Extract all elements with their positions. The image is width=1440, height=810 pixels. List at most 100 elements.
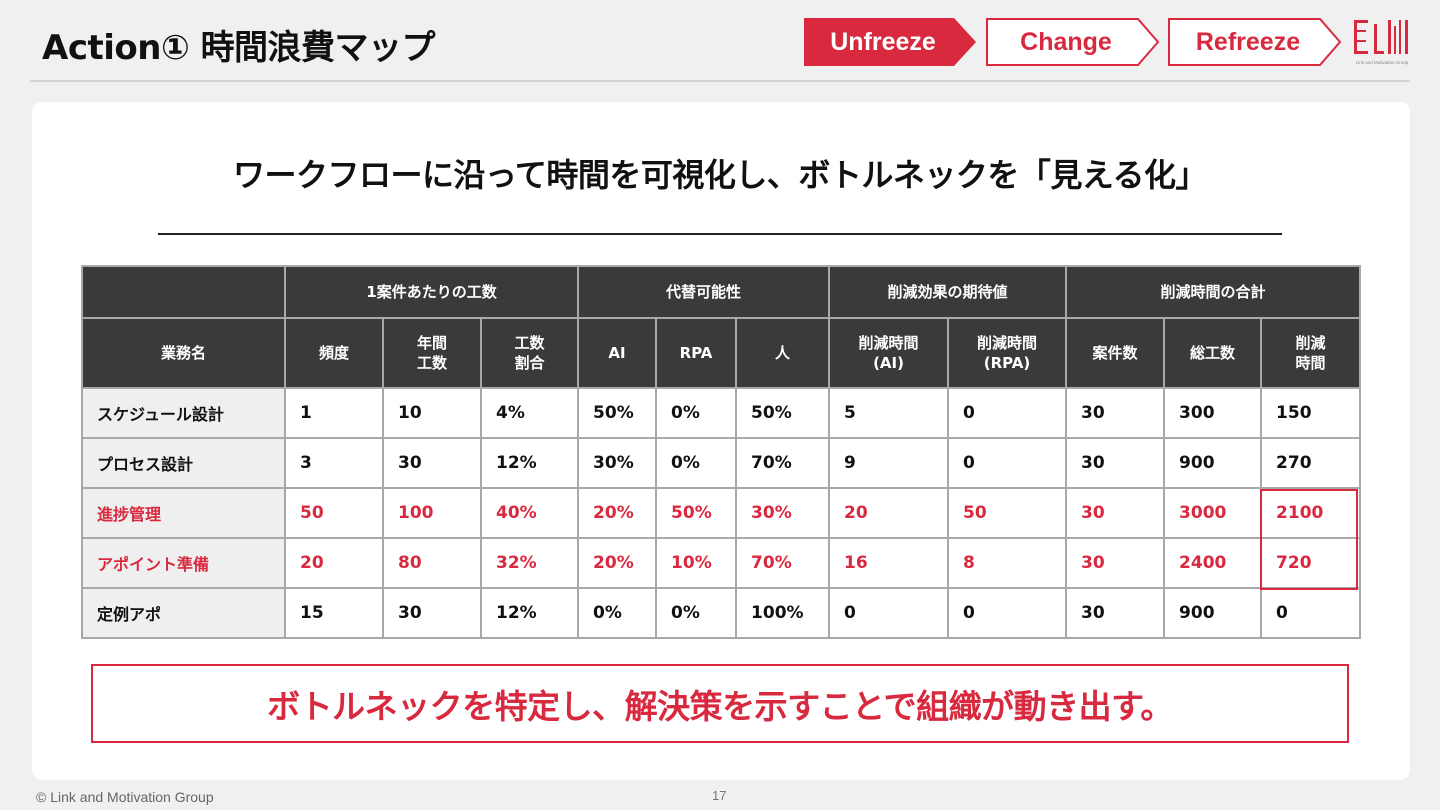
group-header-effort: 1案件あたりの工数 [283, 265, 580, 319]
column-header: 人 [735, 317, 831, 389]
group-header-expected-reduction: 削減効果の期待値 [828, 265, 1068, 319]
table-cell: 50% [577, 387, 658, 439]
column-header: 工数 割合 [479, 317, 580, 389]
table-cell: 900 [1163, 587, 1263, 639]
table-cell: 270 [1260, 437, 1362, 489]
column-header: 案件数 [1065, 317, 1166, 389]
table-cell: 0% [655, 387, 738, 439]
table-cell: 150 [1260, 387, 1362, 439]
group-header-empty [81, 265, 286, 319]
step-refreeze-arrow [1168, 18, 1342, 66]
table-cell: 3 [284, 437, 384, 489]
table-cell: 900 [1163, 437, 1263, 489]
table-cell: 30% [577, 437, 658, 489]
table-cell: 0 [828, 587, 950, 639]
table-cell: 0 [947, 437, 1068, 489]
table-cell: 50 [947, 487, 1068, 539]
company-logo: Link and Motivation Group [1354, 20, 1409, 65]
table-cell: 30% [735, 487, 831, 539]
table-cell: 50% [655, 487, 738, 539]
table-cell: 0 [947, 587, 1068, 639]
column-header: RPA [655, 317, 738, 389]
table-cell: 15 [284, 587, 384, 639]
table-cell: 8 [947, 537, 1068, 589]
table-row: アポイント準備 20 80 32% 20% 10% 70% 16 8 30 2400 720 [81, 537, 1362, 589]
table-cell: 2100 [1260, 487, 1362, 539]
table-cell: 30 [1065, 437, 1166, 489]
table-cell: 0% [655, 437, 738, 489]
table-cell: 50% [735, 387, 831, 439]
table-cell: 0% [655, 587, 738, 639]
task-name-cell: アポイント準備 [81, 537, 286, 589]
step-unfreeze: Unfreeze [804, 18, 976, 66]
table-cell: 20% [577, 537, 658, 589]
group-header-substitutability: 代替可能性 [577, 265, 831, 319]
table-cell: 10 [382, 387, 482, 439]
task-name-cell: 進捗管理 [81, 487, 286, 539]
table-cell: 0 [947, 387, 1068, 439]
table-cell: 0 [1260, 587, 1362, 639]
table-cell: 3000 [1163, 487, 1263, 539]
table-row: 進捗管理 50 100 40% 20% 50% 30% 20 50 30 3000 2100 [81, 487, 1362, 539]
title-divider [30, 80, 1410, 82]
table-cell: 0% [577, 587, 658, 639]
copyright: © Link and Motivation Group [36, 789, 214, 805]
task-name-cell: プロセス設計 [81, 437, 286, 489]
step-unfreeze-label: Unfreeze [830, 27, 936, 56]
table-row: プロセス設計 3 30 12% 30% 0% 70% 9 0 30 900 270 [81, 437, 1362, 489]
column-header: 頻度 [284, 317, 384, 389]
task-name-cell: スケジュール設計 [81, 387, 286, 439]
time-waste-table: 1案件あたりの工数 代替可能性 削減効果の期待値 削減時間の合計 業務名 頻度 年間… [81, 265, 1362, 639]
table-cell: 30 [382, 437, 482, 489]
group-header-row: 1案件あたりの工数 代替可能性 削減効果の期待値 削減時間の合計 [81, 265, 1362, 319]
page-number: 17 [712, 788, 727, 803]
table-cell: 12% [479, 437, 580, 489]
table-cell: 2400 [1163, 537, 1263, 589]
table-cell: 20 [284, 537, 384, 589]
step-change-arrow [986, 18, 1160, 66]
table-cell: 80 [382, 537, 482, 589]
table-cell: 100 [382, 487, 482, 539]
task-name-cell: 定例アポ [81, 587, 286, 639]
column-header: AI [577, 317, 658, 389]
slide-title: Action① 時間浪費マップ [42, 28, 436, 68]
table-cell: 300 [1163, 387, 1263, 439]
table-cell: 720 [1260, 537, 1362, 589]
step-refreeze: Refreeze [1168, 18, 1342, 66]
table-cell: 40% [479, 487, 580, 539]
step-refreeze-label: Refreeze [1195, 27, 1301, 56]
step-change: Change [986, 18, 1160, 66]
headline: ワークフローに沿って時間を可視化し、ボトルネックを「見える化」 [233, 156, 1207, 194]
table-cell: 9 [828, 437, 950, 489]
table-cell: 70% [735, 537, 831, 589]
table-cell: 32% [479, 537, 580, 589]
column-header: 削減時間 (RPA) [947, 317, 1068, 389]
table-cell: 30 [382, 587, 482, 639]
column-header-row: 業務名 頻度 年間 工数 工数 割合 AI RPA 人削減時間 (AI) 削減時間 (RPA)… [81, 317, 1362, 389]
logo-text: Link and Motivation Group [1356, 60, 1409, 65]
table-cell: 20 [828, 487, 950, 539]
table-cell: 10% [655, 537, 738, 589]
group-header-total-reduction: 削減時間の合計 [1065, 265, 1362, 319]
column-header: 総工数 [1163, 317, 1263, 389]
table-cell: 30 [1065, 387, 1166, 439]
table-cell: 30 [1065, 537, 1166, 589]
table-row: 定例アポ 15 30 12% 0% 0% 100% 0 0 30 900 0 [81, 587, 1362, 639]
column-header: 年間 工数 [382, 317, 482, 389]
table-cell: 100% [735, 587, 831, 639]
column-header: 業務名 [81, 317, 286, 389]
table-cell: 20% [577, 487, 658, 539]
table-body: スケジュール設計 1 10 4% 50% 0% 50% 5 0 30 300 150 プロセス設計 3 30… [81, 387, 1362, 639]
column-header: 削減 時間 [1260, 317, 1362, 389]
table-cell: 30 [1065, 487, 1166, 539]
table-cell: 16 [828, 537, 950, 589]
table-row: スケジュール設計 1 10 4% 50% 0% 50% 5 0 30 300 150 [81, 387, 1362, 439]
table-cell: 4% [479, 387, 580, 439]
callout-box: ボトルネックを特定し、解決策を示すことで組織が動き出す。 [91, 664, 1349, 743]
table-cell: 30 [1065, 587, 1166, 639]
table-cell: 70% [735, 437, 831, 489]
headline-divider [158, 233, 1282, 235]
table-cell: 1 [284, 387, 384, 439]
step-change-label: Change [1020, 27, 1112, 56]
table-cell: 12% [479, 587, 580, 639]
